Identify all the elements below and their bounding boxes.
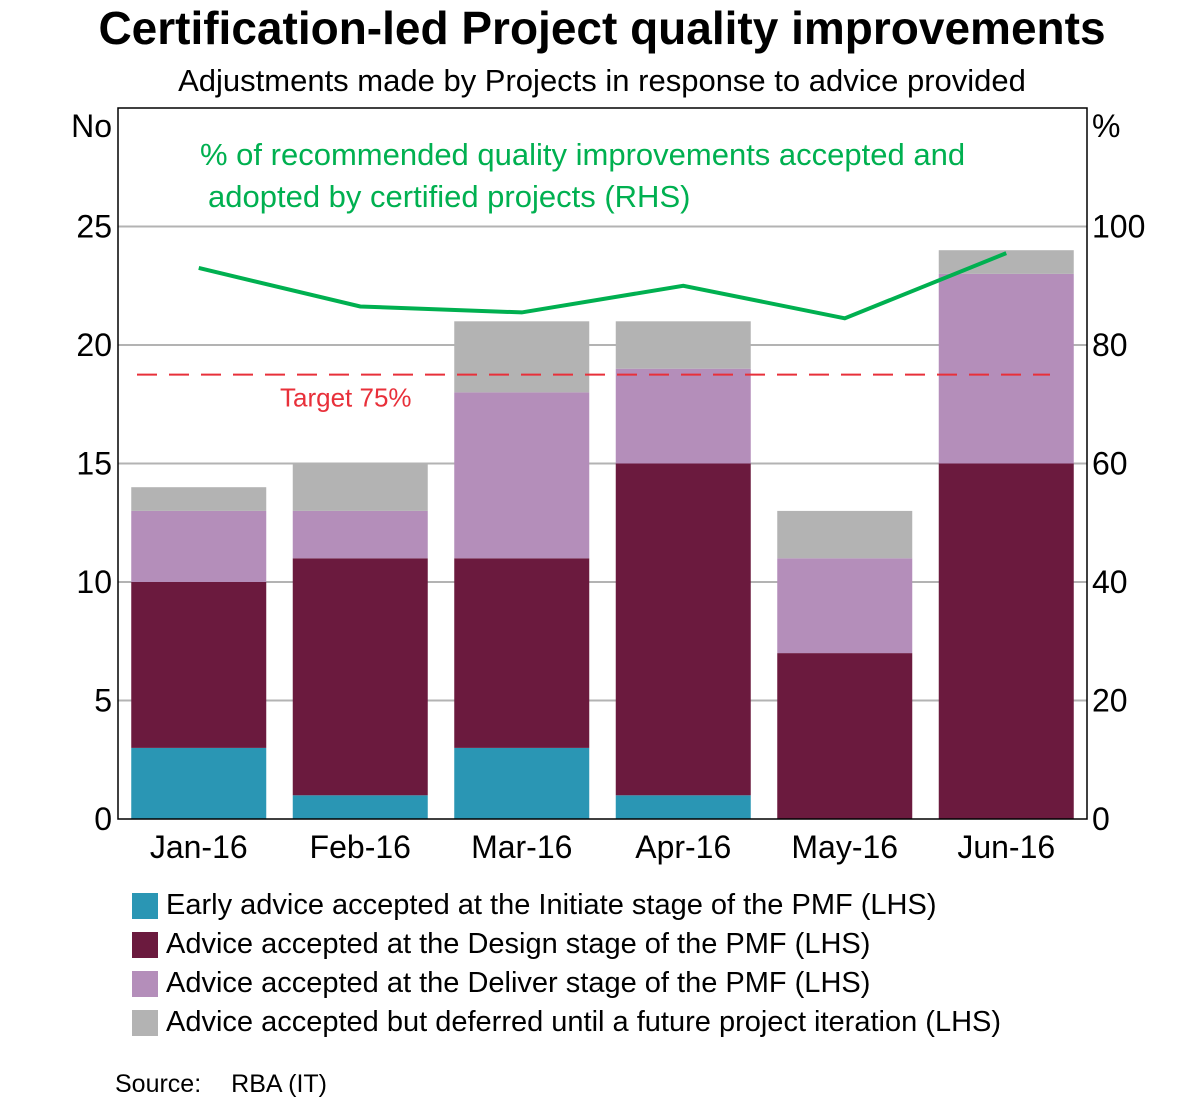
- bar-segment-3: [454, 392, 590, 559]
- plot-frame: [117, 107, 1088, 820]
- line-series: [198, 251, 1007, 321]
- bar-segment-1: [615, 795, 751, 819]
- bar-segment-1: [292, 795, 428, 819]
- legend-label: Advice accepted at the Design stage of t…: [166, 928, 871, 960]
- right-tick-label: 40: [1092, 564, 1128, 600]
- left-tick-label: 25: [76, 209, 112, 245]
- right-tick-label: 100: [1092, 209, 1145, 245]
- x-tick-label: May-16: [791, 829, 898, 865]
- left-tick-label: 0: [94, 801, 112, 837]
- left-tick-label: 5: [94, 683, 112, 719]
- bar-segment-4: [615, 321, 751, 369]
- bar-segment-3: [131, 510, 267, 582]
- left-tick-label: 10: [76, 564, 112, 600]
- bar-segment-2: [131, 582, 267, 748]
- bar-segment-4: [454, 321, 590, 393]
- bar-segment-2: [777, 653, 913, 819]
- legend-item: Advice accepted but deferred until a fut…: [132, 1003, 1001, 1042]
- bar-segment-1: [454, 747, 590, 819]
- x-tick-label: Jan-16: [150, 829, 248, 865]
- right-tick-label: 60: [1092, 446, 1128, 482]
- source-value: RBA (IT): [231, 1070, 328, 1098]
- left-tick-label: 15: [76, 446, 112, 482]
- legend-item: Early advice accepted at the Initiate st…: [132, 886, 1001, 925]
- legend-label: Advice accepted at the Deliver stage of …: [166, 967, 871, 999]
- chart-subtitle: Adjustments made by Projects in response…: [178, 63, 1026, 98]
- legend-item: Advice accepted at the Design stage of t…: [132, 925, 1001, 964]
- legend-swatch: [132, 931, 158, 958]
- right-tick-label: 80: [1092, 327, 1128, 363]
- bar-segment-3: [938, 273, 1074, 464]
- x-tick-label: Jun-16: [957, 829, 1055, 865]
- x-tick-label: Feb-16: [310, 829, 411, 865]
- right-tick-label: 0: [1092, 801, 1110, 837]
- source-note: Source: RBA (IT): [115, 1070, 327, 1099]
- legend-swatch: [132, 892, 158, 919]
- legend-swatch: [132, 1009, 158, 1036]
- left-axis-label: No: [71, 108, 112, 144]
- bar-segment-2: [292, 558, 428, 796]
- line-label-2: adopted by certified projects (RHS): [208, 179, 690, 214]
- legend-label: Advice accepted but deferred until a fut…: [166, 1006, 1002, 1038]
- bar-segment-4: [777, 510, 913, 559]
- bar-segment-3: [292, 510, 428, 559]
- legend: Early advice accepted at the Initiate st…: [132, 886, 1001, 1042]
- chart-title: Certification-led Project quality improv…: [98, 2, 1105, 54]
- legend-item: Advice accepted at the Deliver stage of …: [132, 964, 1001, 1003]
- right-tick-label: 20: [1092, 683, 1128, 719]
- source-label: Source:: [115, 1070, 202, 1098]
- bar-segment-3: [777, 558, 913, 654]
- bar-segment-3: [615, 368, 751, 464]
- bar-segment-2: [454, 558, 590, 748]
- x-tick-label: Apr-16: [635, 829, 731, 865]
- left-tick-label: 20: [76, 327, 112, 363]
- x-tick-label: Mar-16: [471, 829, 572, 865]
- line-label-1: % of recommended quality improvements ac…: [200, 137, 965, 172]
- right-axis-label: %: [1092, 108, 1120, 144]
- bar-segment-4: [292, 463, 428, 511]
- legend-swatch: [132, 970, 158, 997]
- bar-segment-1: [131, 747, 267, 819]
- legend-label: Early advice accepted at the Initiate st…: [166, 889, 937, 921]
- bar-segment-2: [615, 463, 751, 796]
- bar-segment-2: [938, 463, 1074, 819]
- target-label: Target 75%: [280, 383, 412, 413]
- bar-segment-4: [131, 487, 267, 511]
